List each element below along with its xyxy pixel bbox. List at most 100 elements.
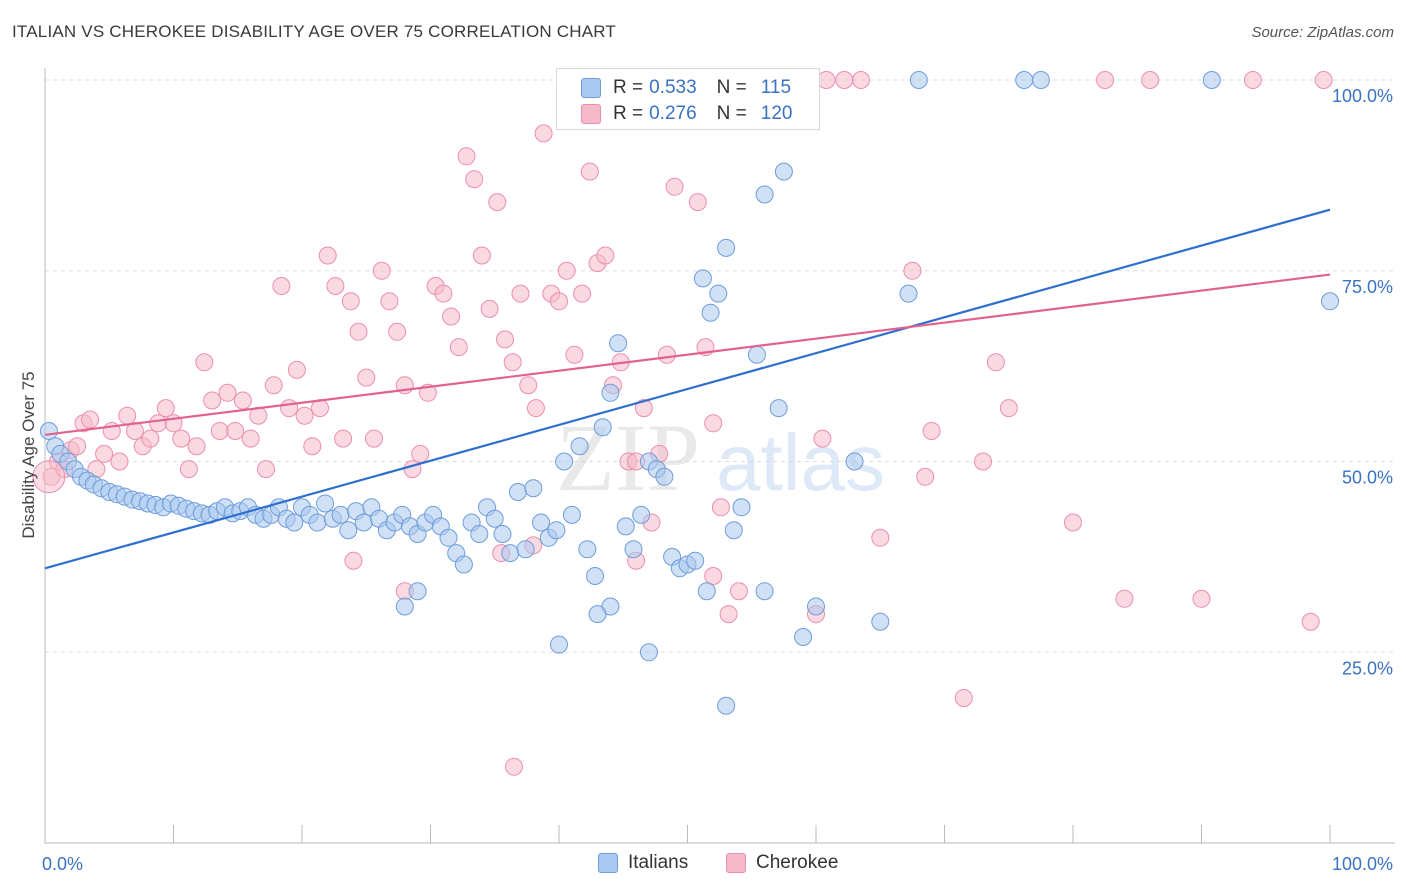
cherokee-point [488, 193, 507, 212]
italians-trendline [44, 208, 1331, 570]
source-label: Source: ZipAtlas.com [1251, 24, 1394, 41]
cherokee-point [729, 582, 748, 601]
cherokee-point [457, 147, 476, 166]
cherokee-point [341, 292, 360, 311]
italians-point [909, 71, 928, 89]
cherokee-point [534, 124, 553, 143]
cherokee-point [472, 246, 491, 265]
cherokee-point [218, 383, 237, 402]
italians-point [593, 418, 612, 437]
italians-point [639, 643, 658, 662]
y-tick-label: 100.0% [1332, 86, 1393, 106]
cherokee-point [1314, 71, 1333, 89]
italians-point [485, 509, 504, 528]
cherokee-point [719, 605, 738, 624]
cherokee-point [241, 429, 260, 448]
cherokee-point [95, 444, 114, 463]
italians-point [1321, 292, 1339, 311]
italians-point [550, 635, 568, 654]
r-label: R = [613, 77, 644, 98]
italians-swatch [581, 78, 601, 98]
cherokee-point [704, 567, 723, 585]
r-label: R = [613, 103, 644, 124]
cherokee-swatch [726, 853, 746, 873]
cherokee-point [334, 429, 353, 448]
cherokee-point [1115, 589, 1134, 608]
cherokee-point [813, 429, 832, 448]
italians-point [693, 269, 712, 288]
stats-row-italians: R = 0.533 N = 115 [581, 76, 791, 100]
cherokee-point [226, 422, 245, 440]
cherokee-point [272, 277, 291, 295]
cherokee-point [287, 360, 306, 379]
cherokee-point [187, 437, 206, 456]
italians-point [562, 505, 581, 524]
cherokee-point [817, 71, 836, 89]
italians-point [717, 696, 736, 715]
cherokee-point [81, 410, 99, 429]
italians-point [624, 540, 643, 559]
cherokee-point [573, 284, 592, 303]
italians-point [774, 162, 793, 181]
cherokee-point [1243, 71, 1262, 89]
italians-point [871, 612, 890, 631]
italians-point [724, 521, 743, 540]
cherokee-point [365, 429, 383, 448]
cherokee-point [442, 307, 461, 326]
cherokee-point [565, 345, 584, 364]
cherokee-point [480, 299, 499, 318]
legend-item-italians: Italians [598, 852, 688, 874]
italians-point [732, 498, 751, 517]
italians-point [308, 513, 327, 532]
cherokee-point [550, 292, 568, 311]
cherokee-point [596, 246, 615, 265]
stats-legend: R = 0.533 N = 115 R = 0.276 N = 120 [556, 68, 820, 130]
italians-point [470, 525, 489, 543]
y-tick-label: 50.0% [1342, 468, 1393, 488]
r-value: 0.533 [649, 77, 697, 98]
italians-point [807, 597, 825, 616]
cherokee-point [257, 460, 275, 479]
cherokee-point [295, 406, 314, 425]
axes [44, 68, 1395, 844]
cherokee-point [210, 422, 229, 440]
cherokee-points [32, 71, 1333, 776]
cherokee-point [557, 261, 576, 280]
cherokee-point [986, 353, 1005, 372]
italians-point [532, 513, 550, 532]
cherokee-point [916, 467, 935, 486]
legend-label-italians: Italians [628, 852, 689, 873]
cherokee-point [149, 414, 168, 433]
italians-point [524, 479, 543, 498]
cherokee-point [380, 292, 399, 311]
legend-item-cherokee: Cherokee [726, 852, 838, 874]
italians-point [1015, 71, 1034, 89]
cherokee-point [32, 460, 66, 494]
stats-row-cherokee: R = 0.276 N = 120 [581, 102, 792, 126]
cherokee-point [580, 162, 599, 181]
italians-point [395, 597, 414, 616]
chart-title: ITALIAN VS CHEROKEE DISABILITY AGE OVER … [12, 22, 617, 41]
cherokee-point [172, 429, 191, 448]
tick-labels: 25.0% 50.0% 75.0% 100.0% 0.0% 100.0% [42, 86, 1393, 874]
trendlines [44, 208, 1331, 570]
cherokee-point [1141, 71, 1160, 89]
cherokee-point [496, 330, 514, 349]
cherokee-point [657, 345, 676, 364]
italians-points [39, 71, 1339, 715]
italians-point [331, 505, 350, 524]
cherokee-point [68, 437, 87, 456]
italians-point [601, 383, 620, 402]
cherokee-point [156, 399, 175, 418]
italians-point [709, 284, 728, 303]
cherokee-point [1301, 612, 1320, 631]
cherokee-point [1096, 71, 1115, 89]
italians-point [547, 521, 566, 540]
cherokee-swatch [581, 104, 601, 124]
n-label: N = [716, 103, 747, 124]
italians-swatch [598, 853, 618, 873]
legend-label-cherokee: Cherokee [756, 852, 839, 873]
italians-point [516, 540, 535, 559]
italians-point [501, 544, 520, 563]
